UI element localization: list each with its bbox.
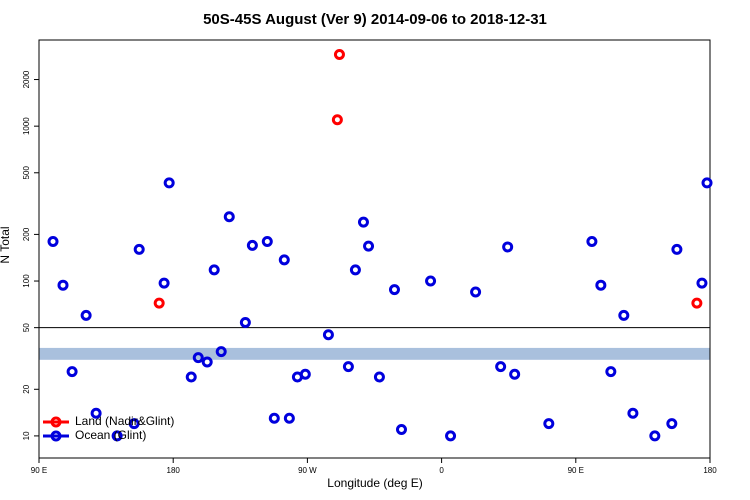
legend-label: Ocean (Glint) bbox=[75, 428, 146, 442]
point bbox=[349, 264, 361, 276]
point bbox=[586, 235, 598, 247]
point bbox=[283, 412, 295, 424]
point bbox=[192, 352, 204, 364]
point bbox=[495, 361, 507, 373]
point bbox=[425, 275, 437, 287]
point bbox=[185, 371, 197, 383]
x-tick-label: 90 E bbox=[31, 466, 47, 475]
chart-title: 50S-45S August (Ver 9) 2014-09-06 to 201… bbox=[203, 11, 547, 28]
point bbox=[618, 309, 630, 321]
point bbox=[445, 430, 457, 442]
plot-frame bbox=[38, 39, 711, 459]
point bbox=[261, 235, 273, 247]
point bbox=[128, 418, 140, 430]
y-tick-label: 500 bbox=[22, 166, 31, 180]
point bbox=[342, 361, 354, 373]
point bbox=[153, 297, 165, 309]
point bbox=[627, 407, 639, 419]
point bbox=[331, 114, 343, 126]
x-tick-label: 180 bbox=[703, 466, 717, 475]
point bbox=[111, 430, 123, 442]
point bbox=[595, 279, 607, 291]
y-tick-label: 50 bbox=[22, 323, 31, 332]
legend-marker bbox=[50, 430, 62, 442]
point bbox=[90, 407, 102, 419]
point bbox=[357, 216, 369, 228]
point bbox=[470, 286, 482, 298]
point bbox=[395, 423, 407, 435]
y-tick-label: 20 bbox=[22, 384, 31, 393]
point bbox=[502, 241, 514, 253]
point bbox=[691, 297, 703, 309]
point bbox=[333, 49, 345, 61]
point bbox=[66, 366, 78, 378]
point bbox=[80, 309, 92, 321]
point bbox=[322, 329, 334, 341]
legend-label: Land (Nadir&Glint) bbox=[75, 414, 174, 428]
point bbox=[605, 366, 617, 378]
point bbox=[268, 412, 280, 424]
y-tick-label: 1000 bbox=[22, 117, 31, 135]
point bbox=[47, 235, 59, 247]
x-tick-label: 0 bbox=[439, 466, 444, 475]
point bbox=[246, 239, 258, 251]
point bbox=[239, 316, 251, 328]
point bbox=[201, 356, 213, 368]
point bbox=[208, 264, 220, 276]
y-tick-label: 200 bbox=[22, 227, 31, 241]
y-tick-label: 10 bbox=[22, 431, 31, 440]
point bbox=[278, 254, 290, 266]
point bbox=[57, 279, 69, 291]
x-tick-label: 180 bbox=[167, 466, 181, 475]
x-tick-label: 90 E bbox=[568, 466, 584, 475]
y-axis-label: N Total bbox=[0, 226, 12, 263]
point bbox=[223, 211, 235, 223]
point bbox=[509, 368, 521, 380]
point bbox=[133, 243, 145, 255]
point bbox=[701, 177, 713, 189]
point bbox=[666, 418, 678, 430]
legend-marker bbox=[50, 416, 62, 428]
x-axis-label: Longitude (deg E) bbox=[327, 476, 422, 490]
band bbox=[39, 347, 710, 360]
point bbox=[373, 371, 385, 383]
point bbox=[363, 240, 375, 252]
y-tick-label: 2000 bbox=[22, 70, 31, 88]
point bbox=[671, 243, 683, 255]
point bbox=[163, 177, 175, 189]
point bbox=[158, 277, 170, 289]
point bbox=[388, 284, 400, 296]
point bbox=[299, 368, 311, 380]
y-tick-label: 100 bbox=[22, 274, 31, 288]
point bbox=[215, 346, 227, 358]
x-tick-label: 90 W bbox=[298, 466, 317, 475]
point bbox=[543, 418, 555, 430]
point bbox=[696, 277, 708, 289]
point bbox=[649, 430, 661, 442]
